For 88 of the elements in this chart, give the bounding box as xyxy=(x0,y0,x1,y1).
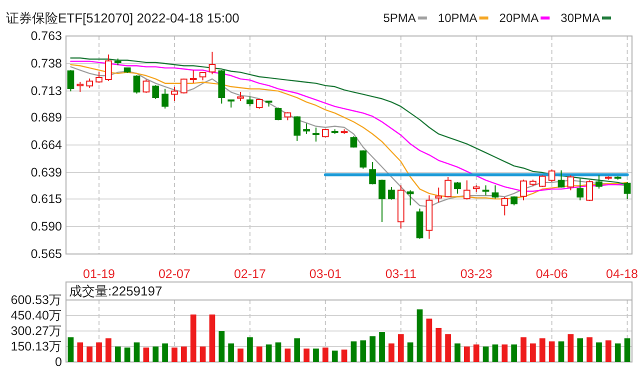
bar xyxy=(86,346,93,362)
y-tick-label: 0.738 xyxy=(30,56,62,71)
bar xyxy=(539,338,546,362)
x-tick-label: 04-18 xyxy=(606,267,638,281)
y-tick-label: 0 xyxy=(55,355,62,369)
bar xyxy=(218,331,225,362)
bar xyxy=(304,348,310,362)
bar xyxy=(454,343,460,362)
bar xyxy=(238,348,244,362)
bar xyxy=(624,338,630,362)
bar xyxy=(436,328,442,362)
bar xyxy=(200,346,206,362)
bar xyxy=(172,348,178,362)
bar xyxy=(322,348,328,362)
bar xyxy=(77,342,84,362)
bar xyxy=(492,344,498,362)
bar xyxy=(143,348,150,362)
bar xyxy=(558,341,564,362)
legend-label: 30PMA xyxy=(560,11,600,25)
bar xyxy=(407,342,414,362)
bar xyxy=(548,341,555,362)
x-tick-label: 03-01 xyxy=(309,267,342,281)
bar xyxy=(398,334,404,362)
bar xyxy=(482,346,489,362)
bar xyxy=(568,334,574,362)
x-tick-label: 02-07 xyxy=(158,267,191,281)
bar xyxy=(350,341,357,362)
x-tick-label: 02-17 xyxy=(234,267,266,281)
bar xyxy=(114,346,121,362)
bar xyxy=(530,343,536,362)
bar xyxy=(228,343,234,362)
bar xyxy=(152,346,159,362)
bar xyxy=(266,344,272,362)
bar xyxy=(332,350,338,362)
bar xyxy=(520,337,526,362)
x-tick-label: 01-19 xyxy=(83,267,116,281)
bar xyxy=(426,318,432,362)
bar xyxy=(502,344,508,362)
bar xyxy=(464,346,470,362)
bar xyxy=(511,344,518,362)
bar xyxy=(190,314,196,362)
bar xyxy=(341,350,348,362)
y-tick-label: 0.689 xyxy=(30,110,62,124)
y-tick-label: 0.664 xyxy=(30,138,62,152)
bar xyxy=(370,336,376,362)
y-tick-label: 300.27万 xyxy=(10,324,62,338)
bar xyxy=(96,342,102,362)
legend-label: 20PMA xyxy=(499,11,539,25)
bar xyxy=(294,338,300,362)
bar xyxy=(124,348,130,362)
bar xyxy=(379,332,385,362)
bar xyxy=(180,346,187,362)
y-tick-label: 450.40万 xyxy=(10,308,62,322)
y-tick-label: 0.639 xyxy=(30,166,62,180)
bar xyxy=(106,338,112,362)
bar xyxy=(162,343,168,362)
y-tick-label: 0.565 xyxy=(30,247,62,261)
legend-label: 5PMA xyxy=(383,11,416,25)
bar xyxy=(209,314,216,362)
bar xyxy=(68,337,74,362)
bar xyxy=(577,338,584,362)
y-tick-label: 0.763 xyxy=(30,29,62,43)
bar xyxy=(473,344,480,362)
x-tick-label: 03-11 xyxy=(385,267,416,281)
y-tick-label: 0.590 xyxy=(30,219,62,234)
x-tick-label: 04-06 xyxy=(536,267,568,281)
y-tick-label: 600.53万 xyxy=(10,293,62,307)
bar xyxy=(134,342,140,362)
y-tick-label: 0.615 xyxy=(30,192,62,206)
bar xyxy=(388,343,394,362)
x-tick-label: 03-23 xyxy=(460,267,492,281)
bar xyxy=(284,348,291,362)
legend-label: 10PMA xyxy=(438,11,478,25)
bar xyxy=(586,337,592,362)
chart-title: 证券保险ETF[512070] 2022-04-18 15:00 xyxy=(6,10,240,26)
bar xyxy=(614,343,621,362)
bar xyxy=(256,346,262,362)
bar xyxy=(247,337,253,362)
bar xyxy=(360,340,366,362)
y-tick-label: 0.713 xyxy=(30,84,62,98)
chart-title: 成交量:2259197 xyxy=(69,284,162,298)
bar xyxy=(275,342,282,362)
bar xyxy=(605,340,612,362)
bar xyxy=(313,348,319,362)
bar xyxy=(416,309,423,362)
bar xyxy=(596,342,602,362)
bar xyxy=(445,334,451,362)
y-tick-label: 150.13万 xyxy=(10,340,62,354)
